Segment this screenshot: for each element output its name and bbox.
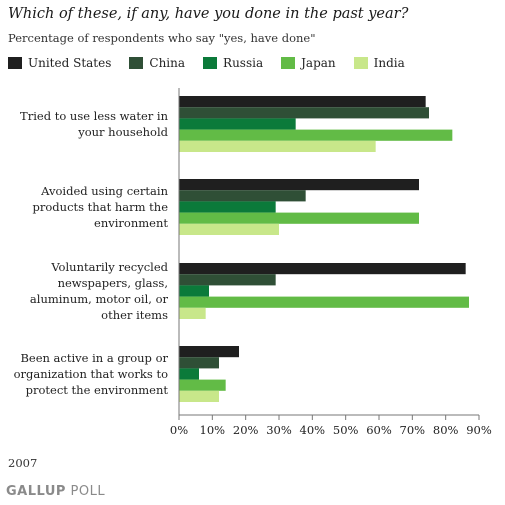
category-label-line: Avoided using certain: [41, 184, 168, 198]
legend-label: Russia: [223, 56, 264, 70]
category-label-line: Tried to use less water in: [20, 109, 168, 123]
bar: [179, 285, 209, 297]
legend-swatch: [281, 57, 296, 69]
bar: [179, 307, 206, 319]
bar: [179, 140, 376, 152]
legend-swatch: [8, 57, 22, 69]
bar: [179, 223, 279, 235]
chart-title: Which of these, if any, have you done in…: [8, 6, 409, 22]
bar: [179, 96, 426, 108]
x-tick-label: 50%: [333, 423, 359, 437]
x-tick-label: 10%: [200, 423, 226, 437]
bar: [179, 212, 419, 224]
bar: [179, 201, 276, 213]
legend-label: China: [149, 56, 186, 70]
legend-item-1: China: [129, 56, 185, 70]
bar: [179, 379, 226, 391]
year-label: 2007: [8, 456, 38, 470]
x-tick-label: 70%: [400, 423, 426, 437]
legend-item-0: United States: [8, 56, 111, 70]
bar: [179, 296, 469, 308]
category-label-line: your household: [78, 125, 168, 139]
category-label: Voluntarily recycled newspapers, glass, al…: [0, 259, 168, 323]
bar: [179, 190, 306, 202]
bar: [179, 274, 276, 286]
legend-swatch: [129, 57, 144, 69]
bar: [179, 263, 466, 275]
bar: [179, 390, 219, 402]
legend-swatch: [203, 57, 218, 69]
brand-main: GALLUP: [6, 484, 66, 499]
bar: [179, 107, 429, 119]
category-label-line: newspapers, glass,: [57, 276, 168, 290]
x-tick-label: 20%: [233, 423, 259, 437]
legend-item-2: Russia: [203, 56, 263, 70]
x-tick-label: 80%: [433, 423, 459, 437]
legend-swatch: [353, 57, 368, 69]
x-tick-label: 0%: [170, 423, 188, 437]
bar: [179, 357, 219, 369]
bar: [179, 368, 199, 380]
legend-item-4: India: [353, 56, 405, 70]
legend-label: Japan: [301, 56, 336, 70]
legend: United States China Russia Japan India: [8, 56, 423, 70]
category-label-line: other items: [101, 308, 168, 322]
legend-item-3: Japan: [281, 56, 336, 70]
category-label: Avoided using certain products that harm …: [0, 183, 168, 231]
category-label-line: environment: [94, 216, 168, 230]
category-label-line: products that harm the: [32, 200, 168, 214]
category-label: Been active in a group or organization th…: [0, 350, 168, 398]
bar: [179, 129, 453, 141]
legend-label: United States: [28, 56, 112, 70]
category-label-line: Voluntarily recycled: [51, 260, 168, 274]
gallup-poll-logo: GALLUP POLL: [6, 484, 105, 499]
category-label-line: Been active in a group or: [20, 351, 168, 365]
legend-label: India: [373, 56, 405, 70]
x-tick-label: 90%: [466, 423, 492, 437]
x-tick-label: 40%: [300, 423, 326, 437]
x-tick-label: 60%: [366, 423, 392, 437]
category-label-line: organization that works to: [13, 367, 168, 381]
brand-suffix: POLL: [65, 484, 106, 499]
bar: [179, 118, 296, 130]
category-label-line: aluminum, motor oil, or: [29, 292, 168, 306]
category-label-line: protect the environment: [25, 383, 168, 397]
chart-subtitle: Percentage of respondents who say "yes, …: [8, 31, 316, 45]
category-label: Tried to use less water in your household: [0, 108, 168, 140]
x-tick-label: 30%: [266, 423, 292, 437]
bar: [179, 179, 419, 191]
bar: [179, 346, 239, 358]
